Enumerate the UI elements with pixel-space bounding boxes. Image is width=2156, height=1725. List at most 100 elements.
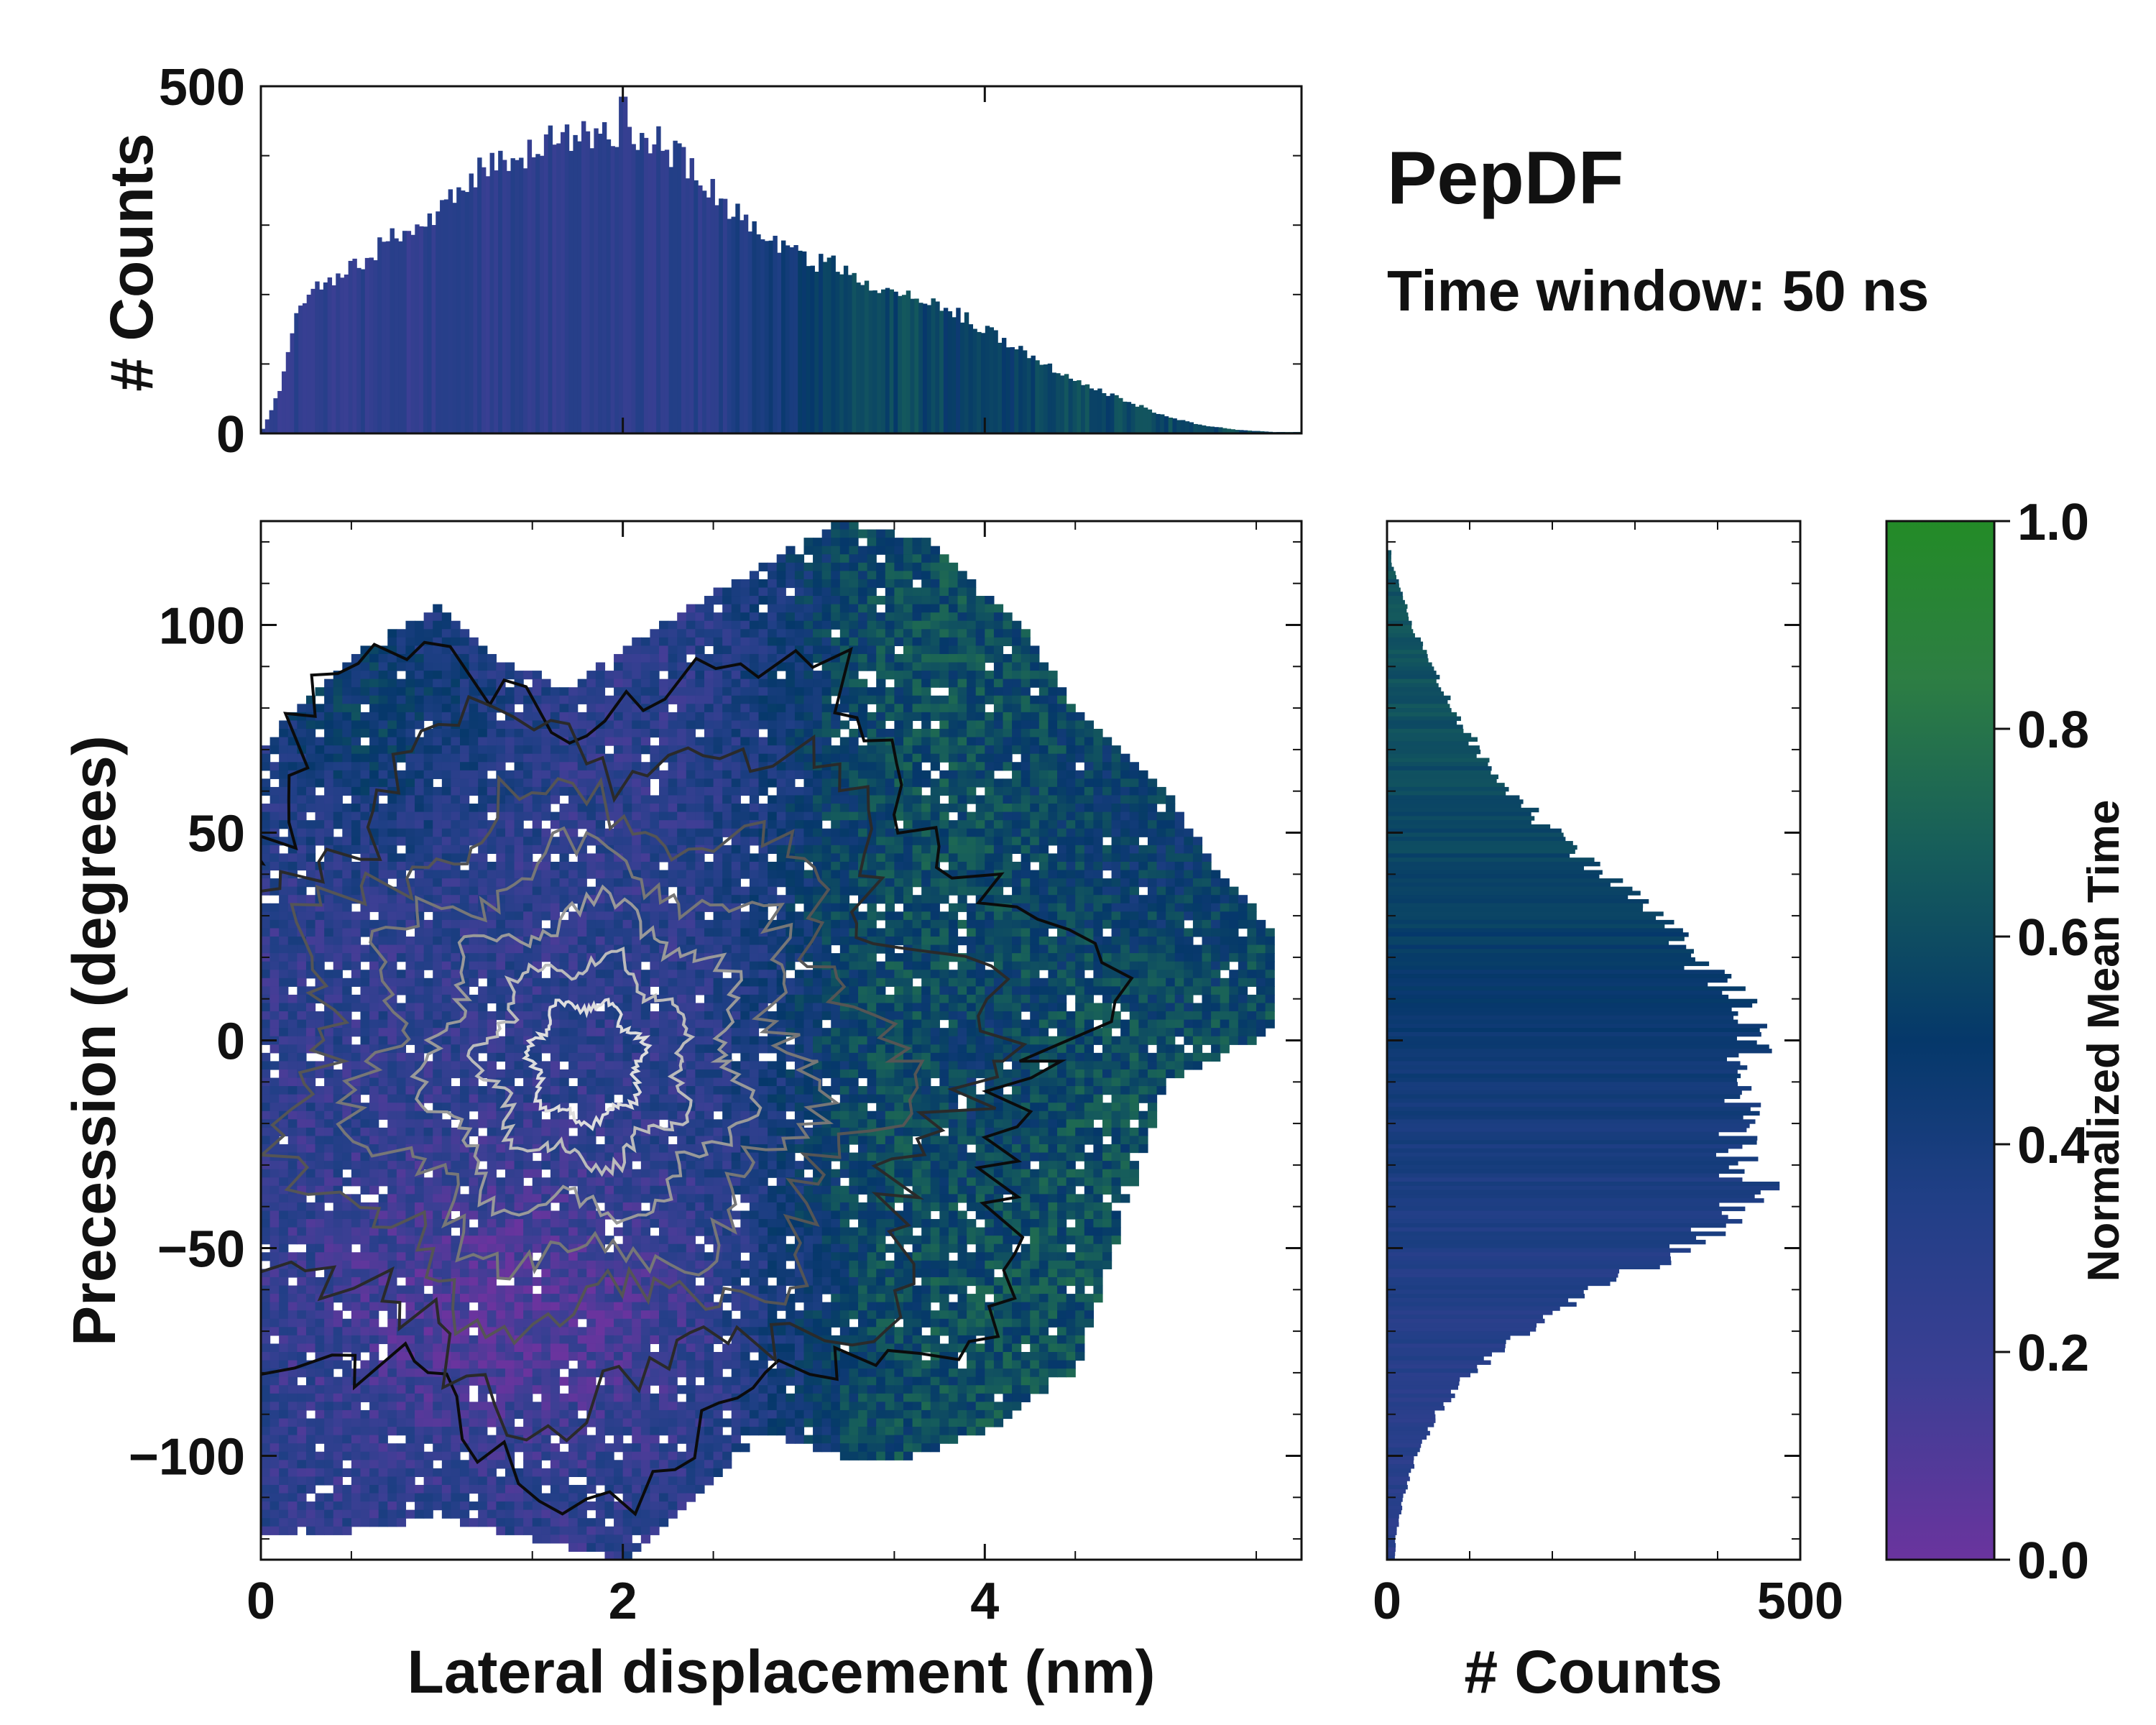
heatmap-cell (614, 671, 624, 680)
heatmap-cell (659, 804, 669, 813)
heatmap-cell (532, 1484, 542, 1494)
top-histogram-bar (1081, 385, 1086, 433)
heatmap-cell (441, 620, 452, 630)
heatmap-cell (279, 1343, 289, 1353)
heatmap-cell (369, 1260, 379, 1269)
heatmap-cell (532, 671, 542, 680)
heatmap-cell (523, 895, 533, 904)
top-histogram-bar (1147, 409, 1153, 433)
heatmap-cell (559, 1493, 569, 1502)
heatmap-cell (360, 1019, 370, 1029)
heatmap-cell (324, 695, 334, 704)
heatmap-cell (261, 1360, 271, 1369)
heatmap-cell (478, 1044, 488, 1054)
heatmap-cell (378, 1161, 388, 1170)
heatmap-cell (287, 1194, 298, 1203)
heatmap-cell (632, 737, 642, 746)
heatmap-cell (622, 878, 632, 888)
top-histogram-bar (910, 298, 915, 433)
heatmap-cell (496, 745, 506, 755)
heatmap-cell (559, 1236, 569, 1245)
heatmap-cell (342, 911, 352, 921)
heatmap-cell (387, 1343, 397, 1353)
heatmap-cell (532, 1402, 542, 1411)
top-histogram-bar (664, 150, 670, 433)
heatmap-cell (378, 1086, 388, 1095)
heatmap-cell (541, 1526, 551, 1535)
heatmap-cell (342, 720, 352, 730)
heatmap-cell (595, 1011, 606, 1021)
heatmap-cell (378, 1019, 388, 1029)
heatmap-cell (541, 1409, 551, 1420)
heatmap-cell (441, 662, 452, 671)
heatmap-cell (586, 1202, 596, 1212)
heatmap-cell (433, 1144, 443, 1154)
heatmap-cell (505, 1318, 515, 1328)
heatmap-cell (478, 845, 488, 854)
heatmap-cell (577, 1468, 587, 1477)
heatmap-cell (487, 1484, 497, 1494)
heatmap-cell (604, 1551, 614, 1560)
heatmap-cell (469, 953, 479, 962)
heatmap-cell (441, 1484, 452, 1494)
heatmap-cell (532, 1518, 542, 1527)
heatmap-cell (333, 1144, 343, 1154)
heatmap-cell (378, 662, 388, 671)
heatmap-cell (586, 1368, 596, 1378)
heatmap-cell (378, 1061, 388, 1070)
top-histogram-bar (701, 190, 707, 433)
heatmap-cell (677, 737, 687, 746)
heatmap-cell (324, 837, 334, 846)
heatmap-cell (387, 1077, 397, 1087)
heatmap-cell (541, 795, 551, 804)
heatmap-cell (287, 1368, 298, 1378)
heatmap-cell (559, 1169, 569, 1178)
heatmap-cell (333, 1276, 343, 1287)
heatmap-cell (496, 1335, 506, 1345)
heatmap-cell (595, 1476, 606, 1486)
heatmap-cell (586, 778, 596, 788)
top-histogram-bar (498, 150, 503, 433)
heatmap-cell (632, 953, 642, 962)
heatmap-cell (423, 1194, 433, 1203)
heatmap-cell (640, 919, 651, 929)
heatmap-cell (441, 1003, 452, 1012)
heatmap-cell (514, 928, 524, 937)
heatmap-cell (378, 1210, 388, 1220)
heatmap-cell (405, 1276, 415, 1287)
heatmap-cell (378, 1385, 388, 1394)
heatmap-cell (441, 1260, 452, 1269)
heatmap-cell (632, 678, 642, 688)
heatmap-cell (351, 820, 361, 829)
heatmap-cell (478, 1294, 488, 1303)
heatmap-cell (568, 911, 579, 921)
heatmap-cell (659, 1243, 669, 1253)
heatmap-cell (387, 870, 397, 879)
heatmap-cell (396, 1402, 407, 1411)
heatmap-cell (595, 1103, 606, 1112)
heatmap-cell (659, 678, 669, 688)
heatmap-cell (270, 1484, 280, 1494)
heatmap-cell (487, 994, 497, 1004)
heatmap-cell (315, 1069, 325, 1079)
heatmap-cell (378, 804, 388, 813)
heatmap-cell (378, 1493, 388, 1502)
heatmap-cell (297, 1003, 307, 1012)
top-histogram-bar (277, 390, 282, 433)
heatmap-cell (369, 729, 379, 738)
heatmap-cell (514, 1493, 524, 1502)
heatmap-cell (315, 1493, 325, 1502)
heatmap-cell (632, 1393, 642, 1402)
heatmap-cell (270, 919, 280, 929)
heatmap-cell (305, 870, 316, 879)
heatmap-cell (360, 770, 370, 779)
heatmap-cell (469, 886, 479, 896)
heatmap-cell (396, 1368, 407, 1378)
heatmap-cell (405, 1119, 415, 1128)
heatmap-cell (415, 1318, 425, 1328)
heatmap-cell (586, 1501, 596, 1511)
heatmap-cell (369, 1077, 379, 1087)
heatmap-cell (595, 1343, 606, 1353)
heatmap-cell (577, 1061, 587, 1070)
heatmap-cell (423, 1011, 433, 1021)
